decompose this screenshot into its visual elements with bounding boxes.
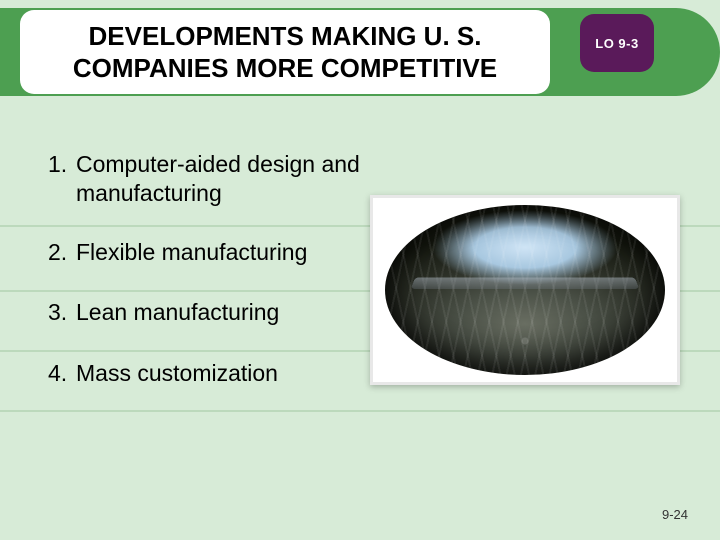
list-number: 1. bbox=[48, 150, 76, 208]
factory-photo-frame bbox=[370, 195, 680, 385]
lo-label: LO 9-3 bbox=[595, 36, 638, 51]
list-number: 4. bbox=[48, 359, 76, 388]
list-number: 3. bbox=[48, 298, 76, 327]
lo-badge: LO 9-3 bbox=[580, 14, 654, 72]
bullet-list: 1. Computer-aided design and manufacturi… bbox=[48, 150, 388, 418]
divider bbox=[0, 410, 720, 412]
page-number: 9-24 bbox=[662, 507, 688, 522]
list-text: Lean manufacturing bbox=[76, 298, 279, 327]
factory-fisheye-icon bbox=[385, 205, 665, 375]
list-number: 2. bbox=[48, 238, 76, 267]
list-text: Mass customization bbox=[76, 359, 278, 388]
slide-title: DEVELOPMENTS MAKING U. S. COMPANIES MORE… bbox=[32, 20, 538, 85]
title-box: DEVELOPMENTS MAKING U. S. COMPANIES MORE… bbox=[20, 10, 550, 94]
list-text: Flexible manufacturing bbox=[76, 238, 307, 267]
list-text: Computer-aided design and manufacturing bbox=[76, 150, 388, 208]
list-item: 2. Flexible manufacturing bbox=[48, 238, 388, 267]
list-item: 3. Lean manufacturing bbox=[48, 298, 388, 327]
list-item: 4. Mass customization bbox=[48, 359, 388, 388]
list-item: 1. Computer-aided design and manufacturi… bbox=[48, 150, 388, 208]
